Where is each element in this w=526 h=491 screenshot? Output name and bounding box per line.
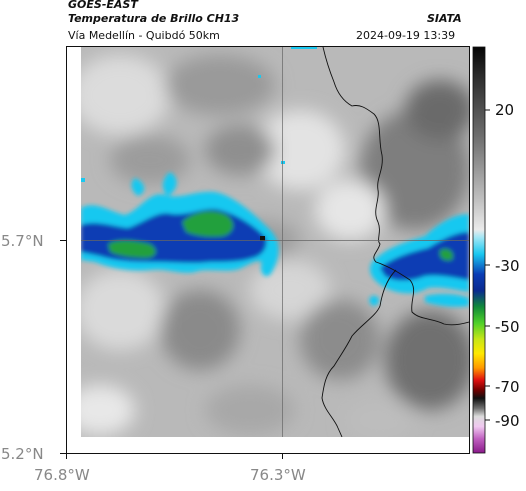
timestamp-label: 2024-09-19 13:39 (356, 29, 456, 42)
colorbar (472, 46, 486, 454)
product-title: Temperatura de Brillo CH13 (68, 12, 240, 25)
longitude-label: 76.8°W (34, 466, 90, 484)
latitude-label: 5.2°N (1, 445, 44, 463)
colorbar-label: -70 (495, 378, 520, 396)
latitude-label: 5.7°N (1, 232, 44, 250)
longitude-label: 76.3°W (250, 466, 306, 484)
cold-cloud-band-east (369, 214, 469, 307)
route-label: Vía Medellín - Quibdó 50km (68, 29, 220, 42)
imagery-layer (81, 47, 469, 437)
cold-cloud-band-west (81, 172, 279, 277)
colorbar-label: -50 (495, 318, 520, 336)
border-line (322, 47, 469, 326)
colorbar-label: -90 (495, 412, 520, 430)
satellite-title: GOES-EAST (68, 0, 138, 11)
colorbar-label: 20 (495, 101, 514, 119)
border-line-south (321, 269, 397, 437)
organization-label: SIATA (427, 12, 462, 25)
colorbar-label: -30 (495, 257, 520, 275)
